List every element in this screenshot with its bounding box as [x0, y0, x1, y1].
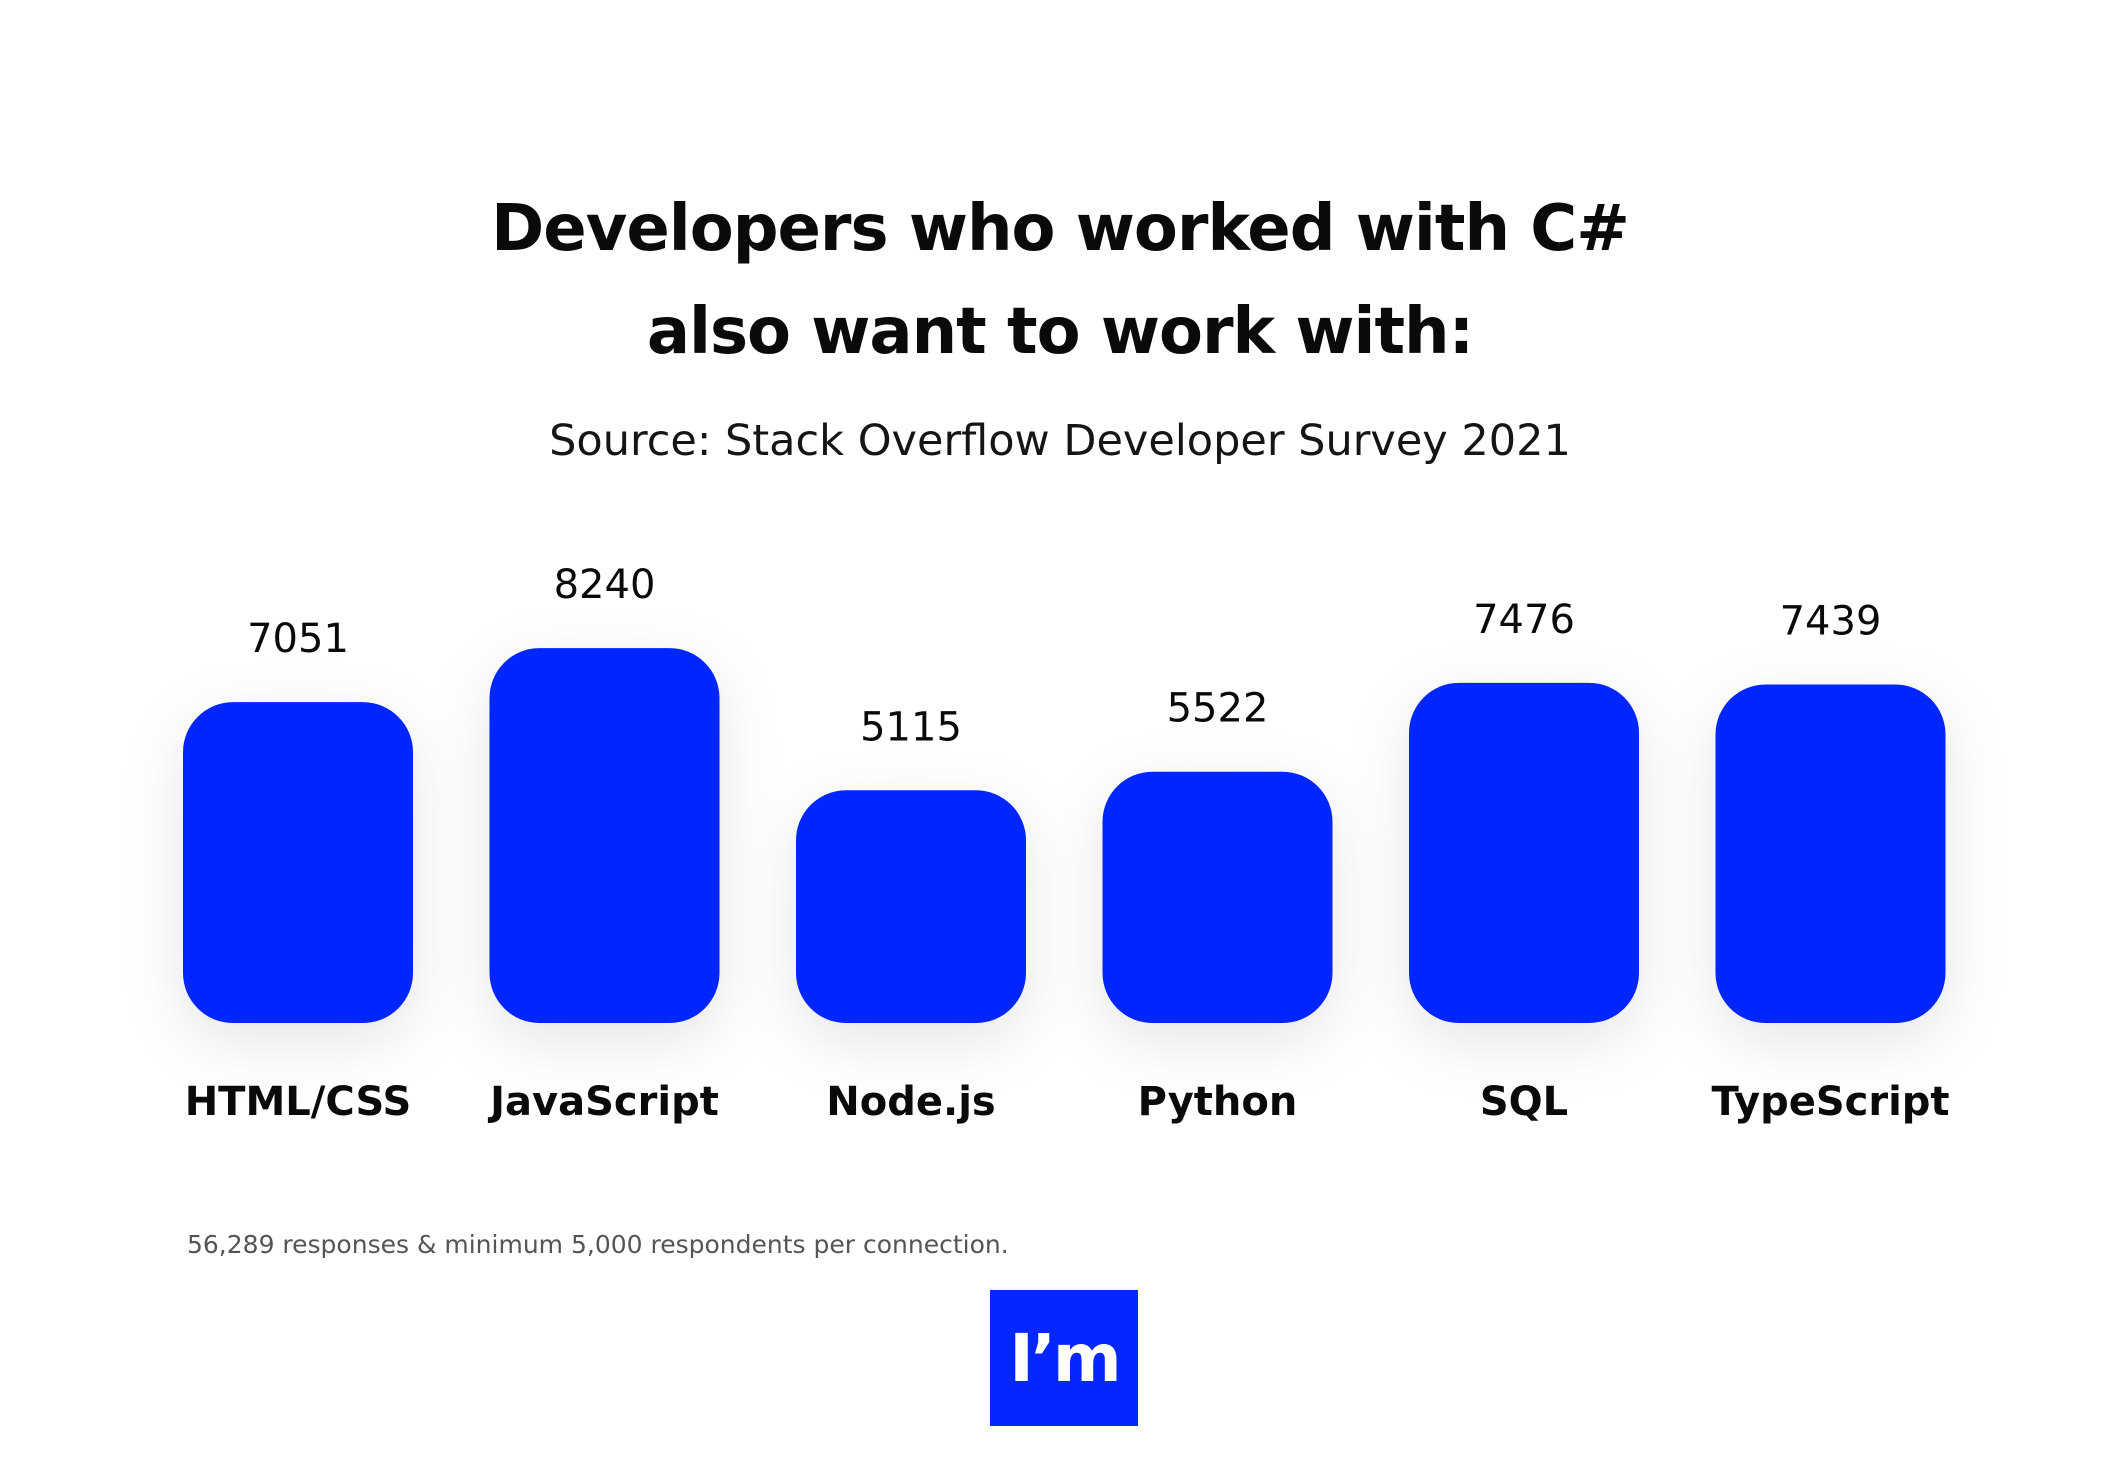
- value-label: 8240: [554, 562, 656, 608]
- category-label: JavaScript: [487, 1079, 719, 1125]
- footnote: 56,289 responses & minimum 5,000 respond…: [187, 1230, 1009, 1259]
- bar-html-css: [183, 702, 413, 1023]
- value-label: 7051: [247, 616, 349, 662]
- category-label: Python: [1138, 1079, 1298, 1125]
- value-labels-group: 7051 8240 5115 5522 7476 7439: [247, 562, 1881, 750]
- chart-subtitle: Source: Stack Overflow Developer Survey …: [549, 416, 1571, 466]
- brand-logo: I’m: [990, 1290, 1138, 1426]
- bar-python: [1102, 771, 1333, 1023]
- bar-node-js: [796, 790, 1026, 1023]
- category-label: HTML/CSS: [185, 1079, 412, 1125]
- value-label: 7476: [1473, 597, 1575, 643]
- value-label: 5522: [1167, 686, 1269, 732]
- category-labels-group: HTML/CSS JavaScript Node.js Python SQL TypeSc…: [185, 1079, 1950, 1125]
- bars-group: [183, 648, 1946, 1023]
- value-label: 5115: [860, 704, 962, 750]
- chart-title-line-1: Developers who worked with C#: [491, 192, 1630, 266]
- chart-title-line-2: also want to work with:: [646, 295, 1474, 369]
- bar-javascript: [489, 648, 720, 1023]
- chart-title: Developers who worked with C# also want …: [0, 178, 2120, 384]
- bar-sql: [1409, 682, 1639, 1023]
- category-label: SQL: [1480, 1079, 1568, 1125]
- brand-logo-text: I’m: [1009, 1319, 1121, 1397]
- bar-typescript: [1715, 684, 1946, 1023]
- value-label: 7439: [1780, 599, 1882, 645]
- category-label: TypeScript: [1711, 1079, 1949, 1125]
- category-label: Node.js: [826, 1079, 995, 1125]
